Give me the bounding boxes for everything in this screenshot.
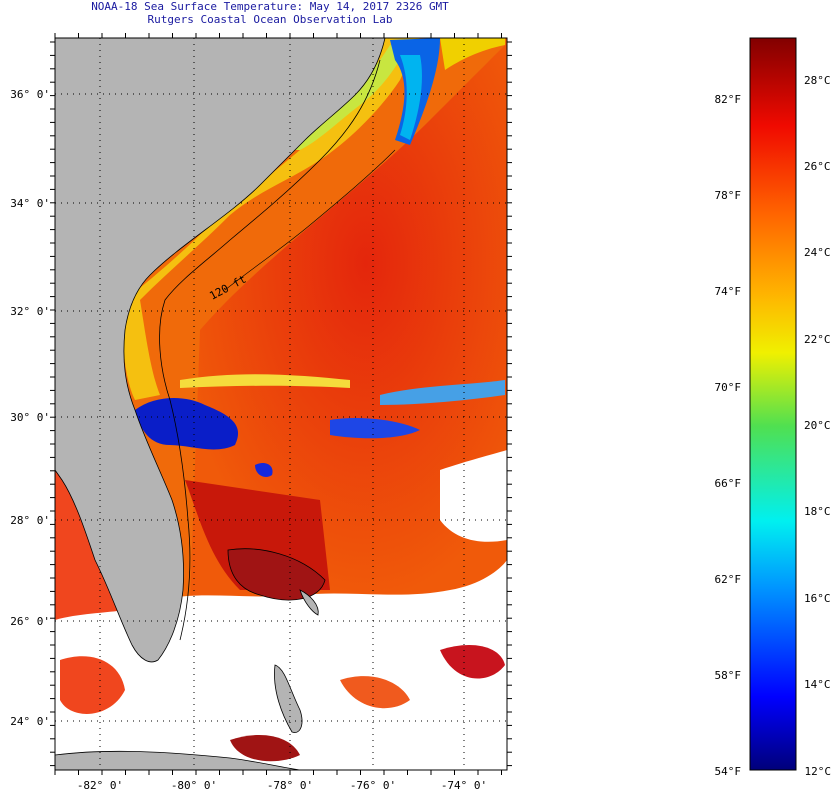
- gulf-stream: [190, 42, 507, 600]
- cb-c-label: 26°C: [804, 160, 831, 173]
- cb-f-label: 54°F: [715, 765, 742, 778]
- graticule: [55, 38, 507, 770]
- cold-patch-small: [255, 463, 273, 477]
- cloud-cover-east: [440, 450, 507, 542]
- axis-ticks: [50, 33, 512, 775]
- lat-label: 24° 0': [10, 715, 50, 728]
- lat-label: 34° 0': [10, 197, 50, 210]
- longitude-labels: -82° 0' -80° 0' -78° 0' -76° 0' -74° 0': [77, 779, 487, 792]
- lon-label: -78° 0': [267, 779, 313, 792]
- warm-spot: [440, 645, 505, 679]
- cb-c-label: 18°C: [804, 505, 831, 518]
- cb-f-label: 58°F: [715, 669, 742, 682]
- cb-c-label: 22°C: [804, 333, 831, 346]
- warm-spot: [60, 656, 125, 714]
- cb-f-label: 70°F: [715, 381, 742, 394]
- land-andros: [274, 664, 303, 733]
- shelf-water: [123, 38, 420, 400]
- cloud-edge-streak: [180, 374, 350, 388]
- land-southeast-us: [55, 38, 386, 663]
- latitude-labels: 36° 0' 34° 0' 32° 0' 30° 0' 28° 0' 26° 0…: [10, 88, 50, 728]
- warm-north-water: [440, 38, 505, 70]
- cb-c-label: 20°C: [804, 419, 831, 432]
- cb-f-label: 62°F: [715, 573, 742, 586]
- cb-c-label: 24°C: [804, 246, 831, 259]
- cb-c-label: 12°C: [805, 765, 832, 778]
- lon-label: -82° 0': [77, 779, 123, 792]
- cb-f-label: 82°F: [715, 93, 742, 106]
- colorbar-ramp: [749, 37, 797, 771]
- cold-upwelling-patch: [135, 398, 239, 450]
- map-subtitle: Rutgers Coastal Ocean Observation Lab: [147, 13, 393, 26]
- lat-label: 30° 0': [10, 411, 50, 424]
- cb-c-label: 14°C: [804, 678, 831, 691]
- land-grand-bahama: [299, 589, 319, 616]
- lon-label: -76° 0': [350, 779, 396, 792]
- warm-spot: [230, 735, 300, 762]
- cold-water-edge: [400, 55, 422, 140]
- cool-streak: [380, 380, 505, 405]
- depth-contour-120ft: [159, 59, 381, 641]
- cold-streak: [330, 418, 420, 439]
- lat-label: 32° 0': [10, 305, 50, 318]
- colorbar-fahrenheit-labels: 82°F 78°F 74°F 70°F 66°F 62°F 58°F 54°F: [715, 93, 742, 778]
- colorbar-celsius-labels: 28°C 26°C 24°C 22°C 20°C 18°C 16°C 14°C …: [804, 74, 831, 778]
- warm-spot: [340, 676, 410, 709]
- lat-label: 26° 0': [10, 615, 50, 628]
- colorbar: 82°F 78°F 74°F 70°F 66°F 62°F 58°F 54°F …: [715, 37, 831, 778]
- cb-c-label: 16°C: [804, 592, 831, 605]
- map-title: NOAA-18 Sea Surface Temperature: May 14,…: [91, 0, 449, 13]
- lon-label: -74° 0': [441, 779, 487, 792]
- lat-label: 28° 0': [10, 514, 50, 527]
- land-cuba: [55, 750, 301, 770]
- depth-contour-outer: [224, 149, 396, 291]
- cb-f-label: 78°F: [715, 189, 742, 202]
- cb-c-label: 28°C: [804, 74, 831, 87]
- lon-label: -80° 0': [171, 779, 217, 792]
- sst-imagery: 120 ft: [55, 38, 507, 770]
- cb-f-label: 66°F: [715, 477, 742, 490]
- lat-label: 36° 0': [10, 88, 50, 101]
- cb-f-label: 74°F: [715, 285, 742, 298]
